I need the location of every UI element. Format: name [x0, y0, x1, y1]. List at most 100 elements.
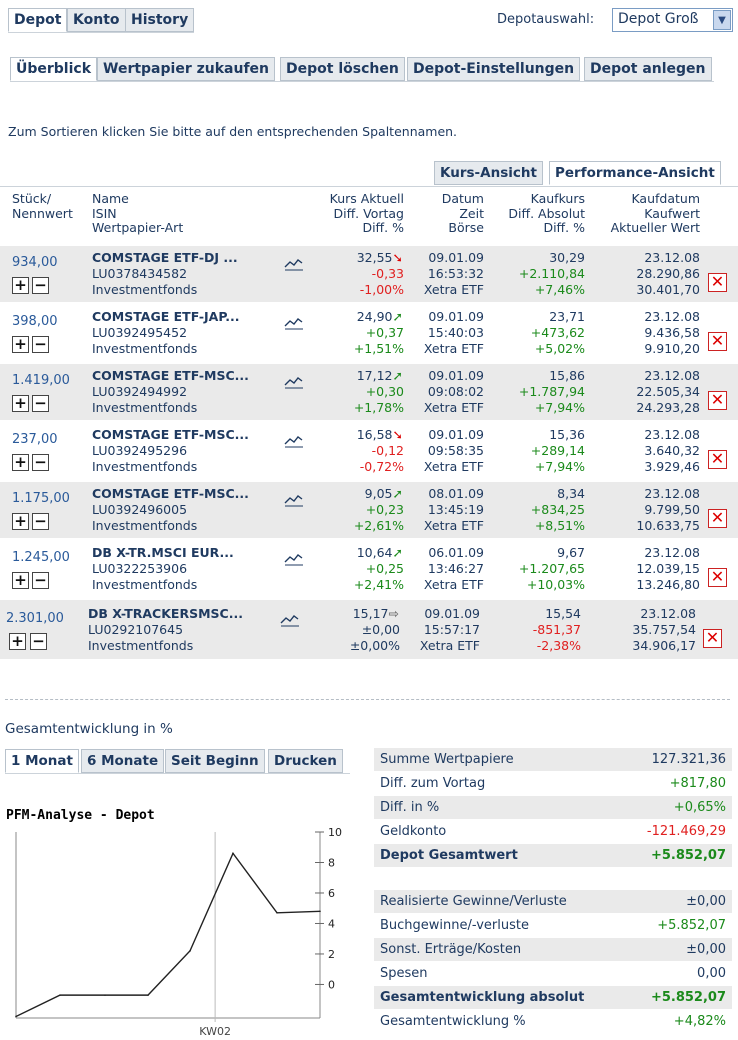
diff-absolut: +834,25	[530, 502, 585, 517]
kaufdatum: 23.12.08	[644, 309, 700, 324]
table-row: 237,00 + − COMSTAGE ETF-MSC... LU0392495…	[0, 423, 738, 479]
tab-6-monate[interactable]: 6 Monate	[81, 749, 165, 773]
diff-absolut: +1.207,65	[518, 561, 585, 576]
isin: LU0392495452	[92, 325, 188, 340]
y-tick-label: 4	[328, 917, 335, 930]
tab-performance-ansicht[interactable]: Performance-Ansicht	[549, 161, 721, 185]
plus-button[interactable]: +	[12, 454, 29, 471]
summary-row: Diff. zum Vortag +817,80	[374, 772, 732, 795]
table-row: 1.245,00 + − DB X-TR.MSCI EUR... LU03222…	[0, 541, 738, 597]
security-name-link[interactable]: DB X-TR.MSCI EUR...	[92, 545, 234, 560]
col-header-kauf[interactable]: Kaufkurs Diff. Absolut Diff. %	[508, 191, 585, 236]
boerse: Xetra ETF	[423, 577, 484, 592]
delete-button[interactable]: ✕	[708, 509, 727, 528]
kurs-value: 15,17	[352, 606, 389, 621]
col-header-kaufdatum-line2: Kaufwert	[644, 205, 700, 221]
tab-1-monat[interactable]: 1 Monat	[5, 749, 79, 773]
tab-drucken[interactable]: Drucken	[268, 749, 343, 773]
summary-value: +0,65%	[673, 800, 726, 815]
col-header-qty[interactable]: Stück/ Nennwert	[12, 191, 73, 221]
isin: LU0322253906	[92, 561, 188, 576]
plus-button[interactable]: +	[12, 572, 29, 589]
summary-row: Depot Gesamtwert +5.852,07	[374, 844, 732, 867]
chart-link-icon[interactable]	[284, 375, 304, 389]
plus-button[interactable]: +	[12, 336, 29, 353]
kurs-datum: 09.01.09	[424, 606, 480, 621]
delete-button[interactable]: ✕	[708, 568, 727, 587]
security-type: Investmentfonds	[92, 400, 198, 415]
boerse: Xetra ETF	[423, 459, 484, 474]
diff-vortag: -0,12	[371, 443, 404, 458]
tab-depot-loeschen[interactable]: Depot löschen	[280, 57, 405, 81]
minus-button[interactable]: −	[30, 633, 47, 650]
delete-button[interactable]: ✕	[703, 629, 722, 648]
minus-button[interactable]: −	[32, 395, 49, 412]
summary-value: +4,82%	[673, 1014, 726, 1029]
col-header-name-line1: Name	[92, 191, 129, 206]
col-header-qty-line1: Stück/	[12, 191, 52, 206]
diff-vortag-pct: -1,00%	[359, 282, 404, 297]
security-name-link[interactable]: COMSTAGE ETF-MSC...	[92, 486, 249, 501]
diff-absolut: -851,37	[532, 622, 581, 637]
security-name-link[interactable]: COMSTAGE ETF-DJ ...	[92, 250, 238, 265]
col-header-datum[interactable]: Datum Zeit Börse	[442, 191, 484, 236]
tab-ueberblick[interactable]: Überblick	[10, 57, 98, 81]
minus-button[interactable]: −	[32, 513, 49, 530]
chart-link-icon[interactable]	[280, 613, 300, 627]
summary-value: +5.852,07	[650, 990, 726, 1005]
diff-vortag: ±0,00	[361, 622, 400, 637]
y-tick-label: 2	[328, 948, 335, 961]
tab-depot-anlegen[interactable]: Depot anlegen	[584, 57, 712, 81]
diff-absolut: +289,14	[530, 443, 585, 458]
diff-absolut-pct: +7,46%	[534, 282, 585, 297]
chart-link-icon[interactable]	[284, 493, 304, 507]
minus-button[interactable]: −	[32, 572, 49, 589]
security-name-link[interactable]: COMSTAGE ETF-MSC...	[92, 427, 249, 442]
diff-vortag: +0,30	[365, 384, 404, 399]
plus-button[interactable]: +	[12, 277, 29, 294]
chevron-down-icon[interactable]: ▼	[713, 10, 731, 30]
delete-button[interactable]: ✕	[708, 450, 727, 469]
security-type: Investmentfonds	[88, 638, 194, 653]
chart-link-icon[interactable]	[284, 434, 304, 448]
chart-link-icon[interactable]	[284, 257, 304, 271]
col-header-name-line2: ISIN	[92, 205, 117, 221]
diff-vortag-pct: +1,78%	[353, 400, 404, 415]
tab-depot-einstellungen[interactable]: Depot-Einstellungen	[407, 57, 581, 81]
summary-label: Depot Gesamtwert	[380, 848, 518, 863]
data-point	[147, 994, 149, 996]
kurs-zeit: 13:45:19	[427, 502, 484, 517]
col-header-kauf-line1: Kaufkurs	[530, 191, 585, 206]
col-header-name-line3: Wertpapier-Art	[92, 220, 184, 235]
minus-button[interactable]: −	[32, 277, 49, 294]
delete-button[interactable]: ✕	[708, 273, 727, 292]
tab-kurs-ansicht[interactable]: Kurs-Ansicht	[434, 161, 543, 185]
security-name-link[interactable]: COMSTAGE ETF-MSC...	[92, 368, 249, 383]
diff-absolut-pct: +7,94%	[534, 400, 585, 415]
security-type: Investmentfonds	[92, 282, 198, 297]
plus-button[interactable]: +	[9, 633, 26, 650]
col-header-name[interactable]: Name ISIN Wertpapier-Art	[92, 191, 184, 236]
tab-seit-beginn[interactable]: Seit Beginn	[165, 749, 265, 773]
security-name-link[interactable]: DB X-TRACKERSMSC...	[88, 606, 243, 621]
delete-button[interactable]: ✕	[708, 332, 727, 351]
depot-select[interactable]: Depot Groß ▼	[612, 8, 733, 32]
kurs-datum: 09.01.09	[428, 368, 484, 383]
chart-link-icon[interactable]	[284, 552, 304, 566]
security-name-link[interactable]: COMSTAGE ETF-JAP...	[92, 309, 240, 324]
delete-button[interactable]: ✕	[708, 391, 727, 410]
kaufwert: 9.799,50	[644, 502, 700, 517]
col-header-kaufdatum[interactable]: Kaufdatum Kaufwert Aktueller Wert	[611, 191, 700, 236]
tab-depot[interactable]: Depot	[8, 8, 68, 32]
tab-history[interactable]: History	[125, 8, 195, 32]
plus-button[interactable]: +	[12, 395, 29, 412]
tab-konto[interactable]: Konto	[67, 8, 126, 32]
kurs-aktuell: 24,90➚	[357, 309, 403, 325]
summary-label: Diff. in %	[380, 800, 440, 815]
minus-button[interactable]: −	[32, 454, 49, 471]
col-header-kurs[interactable]: Kurs Aktuell Diff. Vortag Diff. %	[330, 191, 404, 236]
tab-wertpapier-zukaufen[interactable]: Wertpapier zukaufen	[97, 57, 275, 81]
minus-button[interactable]: −	[32, 336, 49, 353]
plus-button[interactable]: +	[12, 513, 29, 530]
chart-link-icon[interactable]	[284, 316, 304, 330]
